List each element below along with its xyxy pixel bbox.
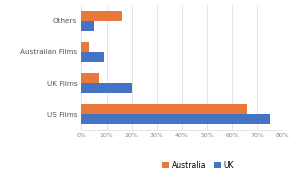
Bar [81,104,247,114]
Bar [81,114,270,124]
Bar [81,83,132,93]
Legend: Australia, UK: Australia, UK [162,161,234,170]
Bar [81,52,104,62]
Bar [81,21,94,31]
Bar [81,11,122,21]
Bar [81,73,99,83]
Bar [81,42,89,52]
